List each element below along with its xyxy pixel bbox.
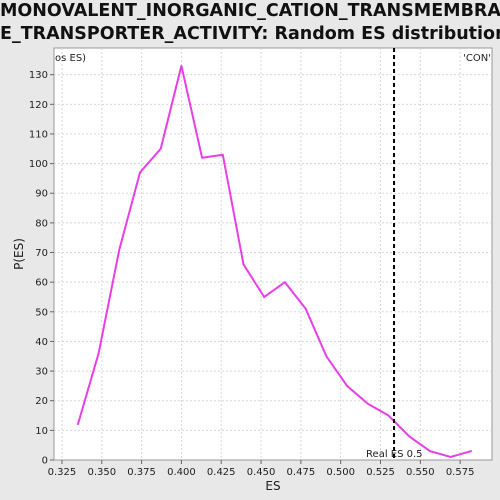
data-point xyxy=(470,450,473,452)
data-point xyxy=(242,263,245,266)
data-point xyxy=(222,153,224,156)
y-tick-label: 130 xyxy=(29,70,48,81)
data-point xyxy=(387,414,390,417)
chart-title: MONOVALENT_INORGANIC_CATION_TRANSMEMBRAN… xyxy=(0,0,500,46)
chart-title-line-1: MONOVALENT_INORGANIC_CATION_TRANSMEMBRAN xyxy=(0,1,500,21)
y-tick-label: 40 xyxy=(35,337,48,348)
data-point xyxy=(77,423,79,426)
data-point xyxy=(180,64,183,67)
legend-left-label: os ES) xyxy=(55,53,86,64)
data-point xyxy=(366,402,369,405)
y-tick-label: 100 xyxy=(29,159,48,170)
x-tick-label: 0.550 xyxy=(406,467,435,478)
x-tick-label: 0.450 xyxy=(247,467,276,478)
data-point xyxy=(429,450,431,452)
y-tick-label: 120 xyxy=(29,100,48,111)
data-point xyxy=(346,385,348,387)
chart-title-line-2: E_TRANSPORTER_ACTIVITY: Random ES distri… xyxy=(0,24,500,44)
series-line xyxy=(76,65,472,459)
real-es-marker-label: Real ES 0.5 xyxy=(366,449,422,460)
y-tick-label: 0 xyxy=(42,456,48,467)
x-tick-label: 0.475 xyxy=(287,467,316,478)
x-tick-label: 0.575 xyxy=(446,467,475,478)
x-axis-label: ES xyxy=(265,479,280,493)
y-tick-label: 80 xyxy=(35,218,48,229)
data-point xyxy=(449,456,452,458)
legend-right-label: 'CON' xyxy=(463,53,491,64)
x-tick-label: 0.525 xyxy=(366,467,395,478)
x-tick-label: 0.350 xyxy=(87,467,116,478)
data-point xyxy=(284,281,286,283)
data-point xyxy=(201,156,203,159)
data-point xyxy=(304,308,307,310)
data-point xyxy=(263,296,266,298)
x-tick-label: 0.425 xyxy=(207,467,236,478)
x-tick-label: 0.375 xyxy=(127,467,156,478)
plot-area xyxy=(53,47,493,461)
data-point xyxy=(97,352,100,355)
data-point xyxy=(325,355,328,358)
data-point xyxy=(408,435,410,438)
x-tick-label: 0.500 xyxy=(326,467,355,478)
y-tick-label: 90 xyxy=(35,189,48,200)
y-tick-label: 110 xyxy=(29,129,48,140)
data-point xyxy=(159,147,162,150)
y-tick-label: 20 xyxy=(35,396,48,407)
y-tick-label: 10 xyxy=(35,426,48,437)
y-axis-label: P(ES) xyxy=(12,238,26,270)
y-tick-label: 30 xyxy=(35,367,48,378)
data-point xyxy=(139,171,141,174)
data-point xyxy=(118,248,121,251)
y-tick-label: 70 xyxy=(35,248,48,259)
y-tick-label: 60 xyxy=(35,278,48,289)
y-tick-label: 50 xyxy=(35,307,48,318)
x-tick-label: 0.400 xyxy=(167,467,196,478)
x-tick-label: 0.325 xyxy=(48,467,77,478)
